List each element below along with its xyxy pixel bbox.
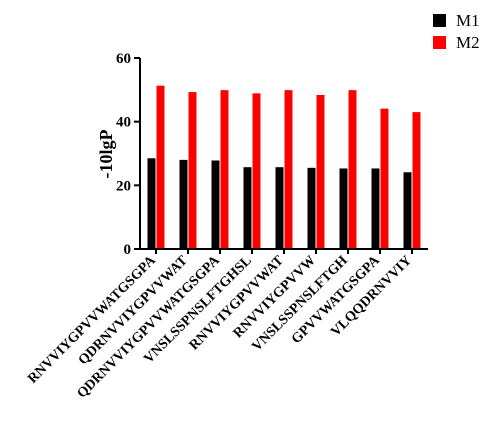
bar-m1-6 xyxy=(307,167,316,249)
bar-m1-4 xyxy=(243,167,252,249)
bar-m2-8 xyxy=(380,108,389,250)
bar-m2-9 xyxy=(412,112,421,250)
y-tick-label: 20 xyxy=(116,178,131,194)
bar-m2-2 xyxy=(188,92,197,249)
y-tick-label: 0 xyxy=(124,242,132,258)
bar-m1-3 xyxy=(211,160,220,249)
legend-swatch-m1 xyxy=(433,14,446,27)
plot-area: 0204060RNVVIYGPVVWATGSGPAQDRNVVIYGPVVWAT… xyxy=(25,51,428,402)
legend-label-m2: M2 xyxy=(456,33,480,52)
legend-label-m1: M1 xyxy=(456,11,480,30)
y-axis-title: -10lgP xyxy=(96,130,116,179)
bar-m1-1 xyxy=(147,158,156,249)
bar-m2-1 xyxy=(156,85,165,249)
legend-swatch-m2 xyxy=(433,36,446,49)
bar-m2-6 xyxy=(316,94,325,250)
bar-m2-4 xyxy=(252,93,261,249)
bar-m1-7 xyxy=(339,168,348,249)
bar-m1-2 xyxy=(179,159,188,249)
bar-m2-7 xyxy=(348,90,357,250)
x-category-label: RNVVIYGPVVWATGSGPA xyxy=(25,253,159,387)
bar-m2-3 xyxy=(220,90,229,250)
bar-m1-5 xyxy=(275,167,284,249)
y-tick-label: 60 xyxy=(116,51,131,67)
bar-m1-9 xyxy=(403,172,412,249)
y-tick-label: 40 xyxy=(116,115,131,131)
bar-m1-8 xyxy=(371,168,380,249)
bar-m2-5 xyxy=(284,90,293,250)
